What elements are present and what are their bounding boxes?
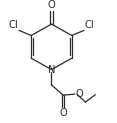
Text: Cl: Cl [84,20,94,30]
Text: O: O [75,89,83,99]
Text: O: O [59,108,67,118]
Text: O: O [48,0,55,10]
Text: Cl: Cl [9,20,18,30]
Text: N: N [48,65,55,75]
